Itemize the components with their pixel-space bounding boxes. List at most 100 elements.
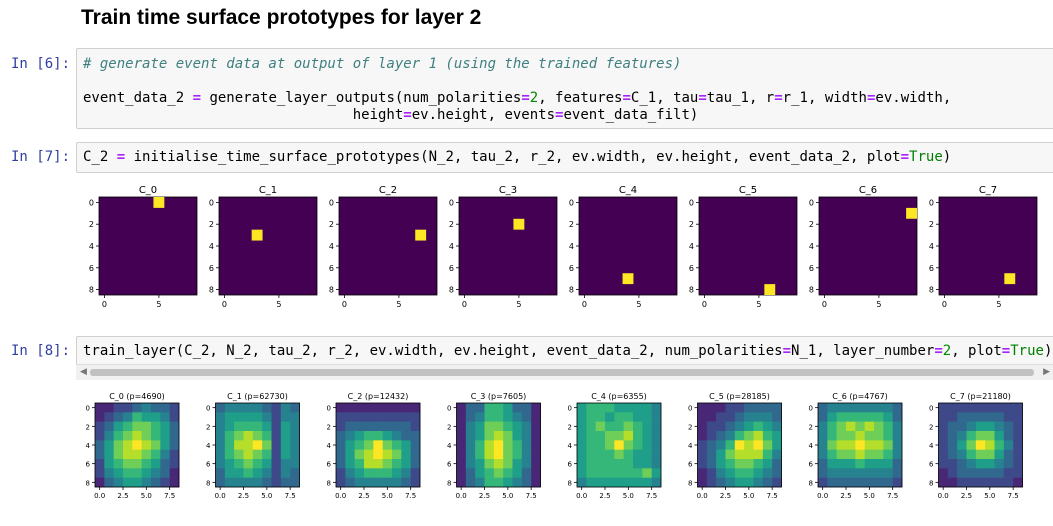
heatmap-cell <box>95 440 105 450</box>
scrollbar-thumb[interactable] <box>90 369 1034 376</box>
y-tick-label: 8 <box>688 479 692 487</box>
scroll-left-icon[interactable]: ◀ <box>80 367 87 377</box>
heatmap-cell <box>1013 468 1023 478</box>
plot-title: C_0 <box>139 185 157 196</box>
heatmap-cell <box>734 459 745 469</box>
heatmap-cell <box>271 459 282 469</box>
heatmap-cell <box>382 403 393 413</box>
heatmap-cell <box>651 449 662 460</box>
heatmap-cell <box>401 449 411 460</box>
heatmap-cell <box>966 403 977 413</box>
heatmap-cell <box>151 449 161 460</box>
heatmap-cell <box>753 477 764 488</box>
heatmap-cell <box>864 449 875 460</box>
y-tick-label: 6 <box>689 264 694 273</box>
heatmap-cell <box>697 403 708 413</box>
heatmap-cell <box>577 431 587 441</box>
heatmap-cell <box>716 468 726 478</box>
heatmap-cell <box>512 412 523 422</box>
heatmap-cell <box>104 403 114 413</box>
y-tick-label: 8 <box>809 479 813 487</box>
heatmap-cell <box>521 412 532 422</box>
y-tick-label: 0 <box>568 405 572 413</box>
heatmap-cell <box>938 440 949 450</box>
heatmap-cell <box>392 431 402 441</box>
heatmap-cell <box>846 449 856 460</box>
heatmap-cell <box>633 403 643 413</box>
code-text[interactable]: train_layer(C_2, N_2, tau_2, r_2, ev.wid… <box>83 343 1052 360</box>
heatmap-cell <box>762 468 773 478</box>
heatmap-cell <box>725 449 736 460</box>
heatmap-cell <box>633 468 643 478</box>
heatmap-cell <box>762 431 773 441</box>
heatmap-cell <box>234 468 244 478</box>
heatmap-cell <box>373 421 383 432</box>
heatmap-cell <box>846 421 856 432</box>
heatmap-cell <box>531 468 541 478</box>
heatmap-cell <box>290 431 300 441</box>
heatmap-cell <box>716 477 726 488</box>
horizontal-scrollbar[interactable]: ◀ ▶ <box>76 364 1053 380</box>
heatmap-cell <box>113 440 124 450</box>
y-tick-label: 0 <box>688 405 692 413</box>
heatmap-cell <box>169 403 180 413</box>
heatmap-cell <box>373 440 383 450</box>
code-text[interactable]: C_2 = initialise_time_surface_prototypes… <box>83 149 951 166</box>
heatmap-cell <box>280 403 291 413</box>
heatmap-cell <box>160 449 170 460</box>
heatmap-cell <box>132 421 142 432</box>
code-cell-7[interactable]: C_2 = initialise_time_surface_prototypes… <box>76 142 1053 173</box>
heatmap-cell <box>243 421 254 432</box>
heatmap-cell <box>401 421 411 432</box>
code-token: = <box>698 90 707 106</box>
code-token: ) <box>1043 343 1053 359</box>
y-tick-label: 6 <box>329 264 334 273</box>
heatmap-cell <box>605 449 615 460</box>
heatmap-cell <box>994 412 1005 422</box>
heatmap-cell <box>484 440 495 450</box>
code-cell-6[interactable]: # generate event data at output of layer… <box>76 48 1053 129</box>
heatmap-cell <box>762 459 773 469</box>
heatmap-cell <box>373 449 383 460</box>
active-pixel <box>1004 273 1016 285</box>
heatmap-cell <box>966 477 977 488</box>
heatmap-cell <box>892 412 903 422</box>
heatmap-cell <box>985 403 995 413</box>
heatmap-cell <box>846 459 856 469</box>
heatmap-cell <box>772 459 782 469</box>
x-tick-label: 5 <box>756 300 761 309</box>
heatmap-cell <box>633 459 643 469</box>
heatmap-cell <box>753 403 764 413</box>
heatmap-cell <box>994 403 1005 413</box>
heatmap-cell <box>706 412 717 422</box>
heatmap-cell <box>827 421 837 432</box>
code-line: # generate event data at output of layer… <box>83 56 951 73</box>
heatmap-cell <box>160 477 170 488</box>
heatmap-cell <box>169 468 180 478</box>
heatmap-cell <box>475 468 485 478</box>
x-tick-label: 0 <box>342 300 347 309</box>
heatmap-cell <box>734 477 745 488</box>
heatmap-cell <box>753 440 764 450</box>
heatmap-cell <box>706 403 717 413</box>
scroll-right-icon[interactable]: ▶ <box>1043 367 1050 377</box>
heatmap-cell <box>633 431 643 441</box>
y-tick-label: 8 <box>209 286 214 295</box>
heatmap-cell <box>874 421 884 432</box>
code-text[interactable]: # generate event data at output of layer… <box>83 56 951 124</box>
heatmap-cell <box>456 449 467 460</box>
heatmap-cell <box>132 403 142 413</box>
heatmap-cell <box>234 431 244 441</box>
heatmap-cell <box>252 431 263 441</box>
heatmap-cell <box>364 421 374 432</box>
heatmap-cell <box>392 477 402 488</box>
code-token: C_2 <box>83 149 117 165</box>
heatmap-cell <box>123 412 133 422</box>
heatmap-cell <box>772 421 782 432</box>
heatmap-cell <box>772 412 782 422</box>
y-tick-label: 8 <box>569 286 574 295</box>
heatmap-cell <box>521 440 532 450</box>
heatmap-cell <box>113 412 124 422</box>
heatmap-cell <box>410 421 421 432</box>
